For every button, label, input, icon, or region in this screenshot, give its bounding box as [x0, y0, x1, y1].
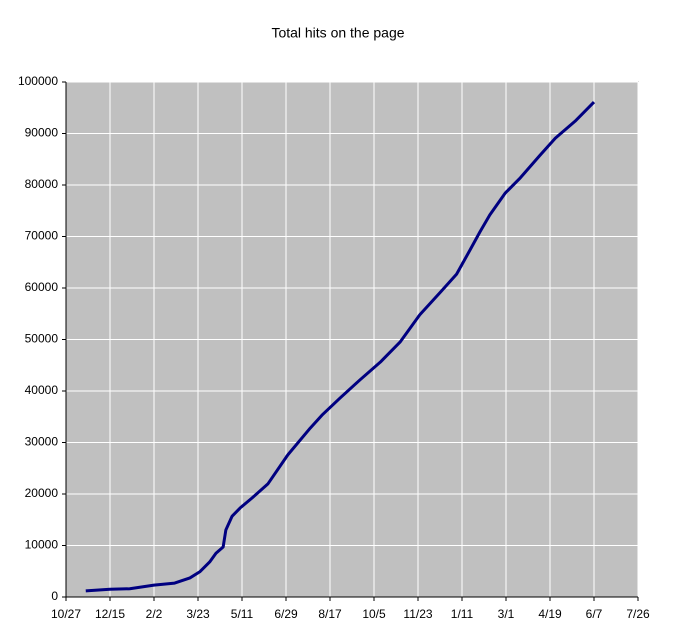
y-tick-label: 70000: [25, 229, 59, 243]
x-tick-label: 11/23: [403, 607, 432, 621]
y-tick-label: 0: [51, 589, 58, 603]
x-tick-label: 2/2: [146, 607, 163, 621]
y-tick-label: 90000: [25, 126, 59, 140]
x-tick-label: 5/11: [231, 607, 254, 621]
data-line: [85, 101, 596, 593]
y-tick-label: 60000: [25, 280, 59, 294]
x-tick-label: 10/5: [362, 607, 386, 621]
y-tick-label: 30000: [25, 435, 59, 449]
x-tick-label: 4/19: [538, 607, 562, 621]
y-tick-label: 100000: [18, 74, 58, 88]
x-tick-label: 8/17: [318, 607, 342, 621]
chart-title: Total hits on the page: [271, 25, 404, 41]
y-tick-label: 40000: [25, 383, 59, 397]
y-tick-label: 50000: [25, 332, 59, 346]
y-tick-label: 80000: [25, 177, 59, 191]
x-tick-label: 10/27: [51, 607, 81, 621]
x-tick-label: 7/26: [626, 607, 650, 621]
x-tick-label: 1/11: [451, 607, 474, 621]
x-tick-label: 6/7: [586, 607, 603, 621]
y-tick-label: 20000: [25, 486, 59, 500]
x-tick-label: 3/1: [498, 607, 515, 621]
x-tick-label: 3/23: [186, 607, 210, 621]
x-tick-label: 6/29: [274, 607, 298, 621]
x-tick-label: 12/15: [95, 607, 125, 621]
y-tick-label: 10000: [25, 538, 59, 552]
